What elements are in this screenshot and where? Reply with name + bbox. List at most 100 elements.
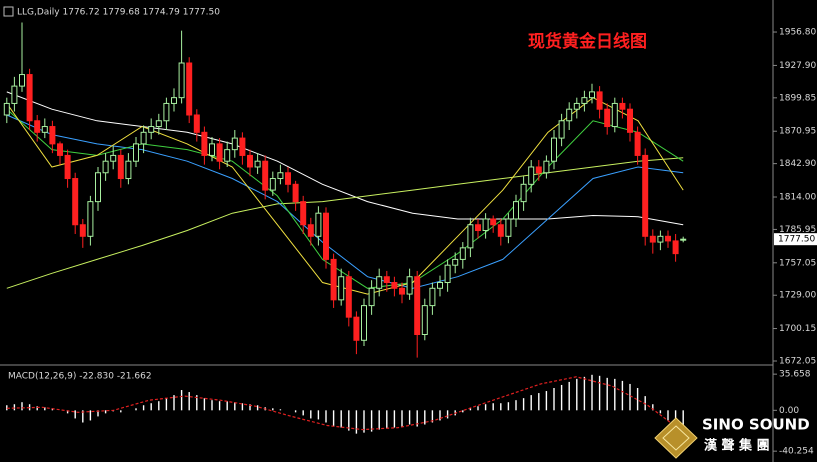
candle-body bbox=[528, 166, 535, 185]
candle-body bbox=[520, 183, 527, 203]
candle-body bbox=[125, 160, 132, 180]
candle-body bbox=[361, 305, 367, 341]
y-tick-label: 1899.85 bbox=[779, 93, 816, 103]
brand: SINO SOUND bbox=[702, 416, 810, 434]
candle-body bbox=[155, 120, 162, 128]
candle-body bbox=[475, 224, 481, 232]
candle-body bbox=[330, 258, 337, 301]
candle-body bbox=[163, 102, 170, 122]
price-label: 1777.50 bbox=[778, 235, 815, 245]
candle-body bbox=[102, 160, 109, 174]
candle-body bbox=[627, 108, 633, 133]
candle-body bbox=[414, 276, 421, 335]
candle-body bbox=[543, 160, 550, 174]
candle-body bbox=[148, 126, 155, 133]
signal-line bbox=[6, 376, 684, 433]
candle-body bbox=[642, 154, 649, 237]
candle-body bbox=[300, 201, 307, 226]
candle-body bbox=[72, 178, 79, 226]
candle-body bbox=[345, 276, 352, 318]
brand-sub: 漢 聲 集 團 bbox=[704, 438, 770, 454]
candle-body bbox=[269, 178, 276, 191]
candle-body bbox=[307, 224, 314, 237]
candle-body bbox=[589, 91, 595, 99]
candle-body bbox=[657, 235, 664, 243]
candle-body bbox=[186, 62, 193, 116]
candle-body bbox=[178, 62, 185, 99]
y-tick-label: 1729.00 bbox=[779, 291, 816, 301]
logo-inner bbox=[662, 425, 690, 451]
candle-body bbox=[133, 143, 139, 162]
candle-body bbox=[11, 85, 18, 104]
candle-body bbox=[680, 238, 687, 241]
y-tick-label: -40.254 bbox=[779, 447, 814, 457]
candle-body bbox=[239, 137, 246, 156]
candle-body bbox=[209, 143, 215, 156]
candle-body bbox=[505, 218, 512, 237]
candle-body bbox=[581, 97, 588, 104]
candle-body bbox=[459, 247, 466, 260]
price-label-box bbox=[774, 233, 817, 246]
chart-header: LLG,Daily 1776.72 1779.68 1774.79 1777.5… bbox=[17, 8, 220, 18]
candle-body bbox=[376, 276, 383, 289]
candle-body bbox=[231, 137, 238, 151]
macd-title: MACD(12,26,9) -22.830 -21.662 bbox=[8, 372, 152, 382]
candle-body bbox=[87, 201, 94, 237]
candle-body bbox=[406, 276, 413, 295]
candle-body bbox=[323, 212, 329, 260]
candle-body bbox=[558, 120, 565, 139]
candle-body bbox=[315, 212, 322, 237]
chart-title: 现货黄金日线图 bbox=[528, 31, 647, 52]
candle-body bbox=[224, 149, 231, 162]
candle-body bbox=[604, 108, 611, 128]
candle-body bbox=[551, 137, 557, 162]
logo bbox=[654, 417, 698, 459]
candle-body bbox=[444, 264, 451, 284]
y-tick-label: 1700.15 bbox=[779, 324, 816, 334]
candle-body bbox=[596, 91, 603, 110]
candle-body bbox=[619, 102, 626, 110]
candle-body bbox=[247, 154, 253, 168]
candle-body bbox=[216, 143, 223, 162]
candle-body bbox=[110, 154, 117, 162]
candle-body bbox=[513, 201, 519, 220]
candle-body bbox=[41, 126, 48, 133]
candle-body bbox=[277, 172, 284, 180]
candle-body bbox=[634, 131, 641, 156]
candle-body bbox=[117, 154, 124, 180]
candle-body bbox=[19, 74, 25, 87]
candle-body bbox=[292, 183, 299, 203]
y-tick-label: 1842.90 bbox=[779, 159, 816, 169]
candle-body bbox=[338, 276, 345, 301]
candle-body bbox=[79, 224, 86, 237]
candle-body bbox=[573, 102, 580, 110]
y-tick-label: 1672.05 bbox=[779, 357, 816, 367]
y-tick-label: 1870.95 bbox=[779, 127, 816, 137]
candle-body bbox=[285, 172, 291, 185]
candle-body bbox=[201, 131, 208, 156]
candle-body bbox=[64, 154, 71, 180]
candle-body bbox=[193, 114, 200, 133]
y-tick-label: 35.658 bbox=[779, 370, 811, 380]
moving-average bbox=[6, 114, 684, 289]
candle-body bbox=[665, 235, 671, 242]
candle-body bbox=[649, 235, 656, 243]
candle-body bbox=[3, 102, 10, 116]
candle-body bbox=[171, 97, 177, 104]
y-tick-label: 1927.90 bbox=[779, 61, 816, 71]
candle-body bbox=[452, 258, 459, 266]
candle-body bbox=[497, 224, 504, 237]
candle-body bbox=[34, 120, 41, 133]
candle-body bbox=[383, 276, 390, 284]
moving-average bbox=[6, 108, 684, 289]
candle-body bbox=[421, 305, 428, 335]
y-tick-label: 1956.80 bbox=[779, 28, 816, 38]
candle-body bbox=[353, 316, 360, 341]
candle-body bbox=[140, 131, 147, 145]
candle-body bbox=[254, 160, 261, 168]
candle-body bbox=[368, 287, 375, 307]
candle-body bbox=[49, 126, 56, 145]
candle-body bbox=[490, 218, 497, 226]
